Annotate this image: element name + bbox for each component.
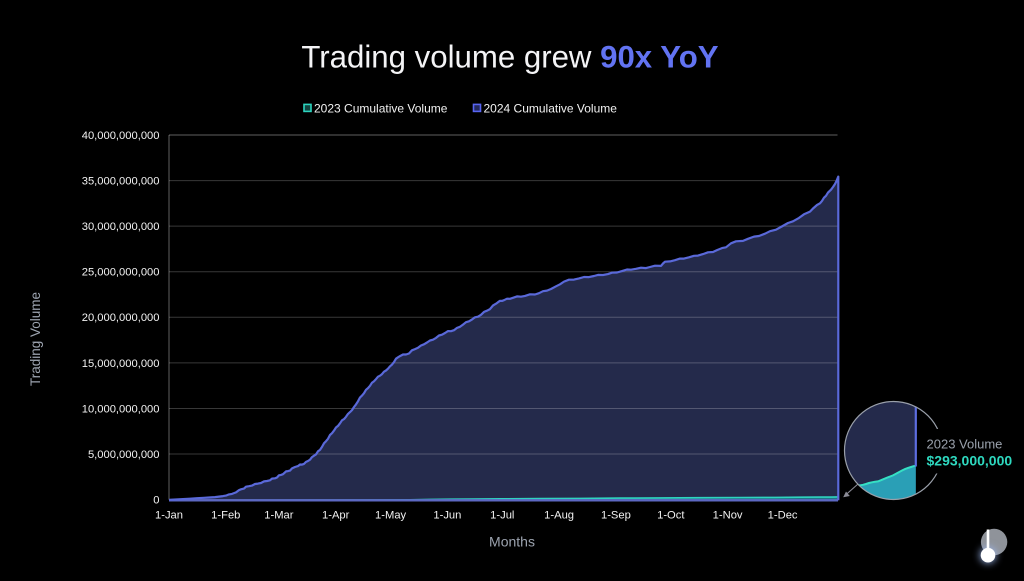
svg-text:1-Dec: 1-Dec bbox=[768, 510, 798, 522]
svg-text:Months: Months bbox=[489, 534, 535, 550]
svg-text:1-Apr: 1-Apr bbox=[322, 510, 350, 522]
svg-text:1-May: 1-May bbox=[375, 510, 406, 522]
svg-text:2023 Cumulative Volume: 2023 Cumulative Volume bbox=[314, 102, 448, 116]
svg-text:40,000,000,000: 40,000,000,000 bbox=[82, 130, 160, 142]
svg-text:20,000,000,000: 20,000,000,000 bbox=[82, 312, 160, 324]
svg-text:35,000,000,000: 35,000,000,000 bbox=[82, 176, 160, 188]
svg-text:1-Oct: 1-Oct bbox=[657, 510, 685, 522]
svg-text:1-Jun: 1-Jun bbox=[433, 510, 461, 522]
svg-text:1-Feb: 1-Feb bbox=[211, 510, 240, 522]
svg-text:1-Jan: 1-Jan bbox=[155, 510, 183, 522]
svg-text:2023 Volume: 2023 Volume bbox=[927, 437, 1003, 452]
svg-text:1-Sep: 1-Sep bbox=[601, 510, 631, 522]
svg-text:1-Aug: 1-Aug bbox=[544, 510, 574, 522]
svg-text:5,000,000,000: 5,000,000,000 bbox=[88, 449, 160, 461]
svg-text:Trading Volume: Trading Volume bbox=[28, 292, 43, 386]
svg-text:0: 0 bbox=[153, 495, 159, 507]
svg-text:$293,000,000: $293,000,000 bbox=[927, 453, 1013, 469]
svg-text:15,000,000,000: 15,000,000,000 bbox=[82, 358, 160, 370]
svg-text:30,000,000,000: 30,000,000,000 bbox=[82, 221, 160, 233]
svg-text:25,000,000,000: 25,000,000,000 bbox=[82, 267, 160, 279]
svg-text:Trading volume grew 90x YoY: Trading volume grew 90x YoY bbox=[301, 40, 718, 75]
svg-text:1-Nov: 1-Nov bbox=[713, 510, 743, 522]
svg-text:1-Jul: 1-Jul bbox=[490, 510, 514, 522]
svg-text:2024 Cumulative Volume: 2024 Cumulative Volume bbox=[484, 102, 618, 116]
svg-text:10,000,000,000: 10,000,000,000 bbox=[82, 403, 160, 415]
svg-text:1-Mar: 1-Mar bbox=[264, 510, 293, 522]
